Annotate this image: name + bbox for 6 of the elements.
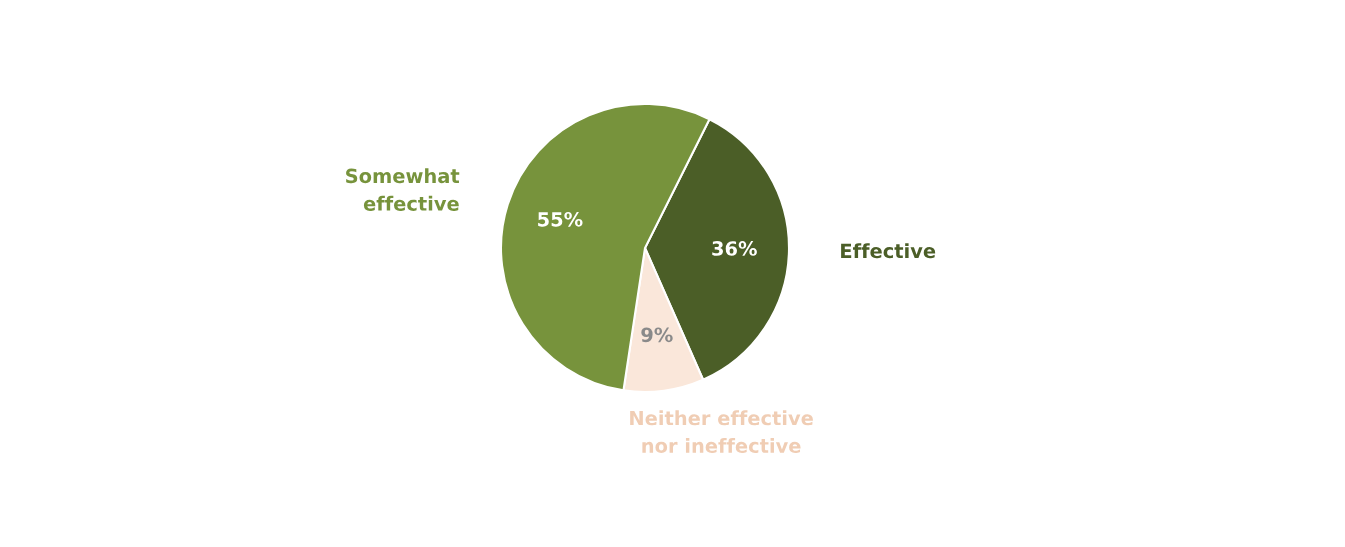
slice-label: Somewhat effective <box>346 168 460 211</box>
data-label: 36% <box>712 241 757 256</box>
slice-label: Effective <box>841 243 936 259</box>
slice-label: Neither effective nor ineffective <box>630 410 813 454</box>
data-label: 55% <box>538 211 583 227</box>
data-label: 9% <box>641 327 673 343</box>
